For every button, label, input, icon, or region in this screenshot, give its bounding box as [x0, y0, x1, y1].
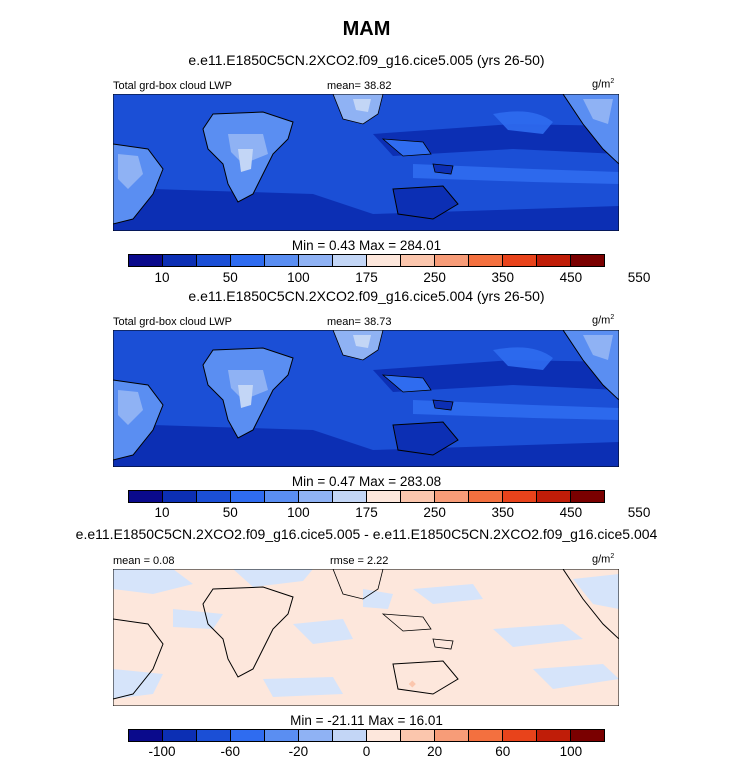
- panel2-title: e.e11.E1850C5CN.2XCO2.f09_g16.cice5.004 …: [188, 288, 545, 304]
- colorbar-tick-label: 550: [627, 505, 651, 520]
- panel1-units: g/m2: [592, 78, 615, 91]
- colorbar-tick-label: 350: [491, 505, 515, 520]
- colorbar-tick-label: 0: [362, 744, 371, 759]
- colorbar-swatch: [299, 730, 333, 741]
- colorbar-tick-label: 450: [559, 270, 583, 285]
- colorbar-tick-label: 100: [287, 505, 310, 520]
- colorbar-swatch: [333, 491, 367, 502]
- colorbar-swatch: [503, 730, 537, 741]
- colorbar-swatch: [367, 730, 401, 741]
- colorbar-swatch: [537, 255, 571, 266]
- colorbar-tick-label: 250: [423, 505, 446, 520]
- colorbar-swatch: [503, 491, 537, 502]
- panel3-units: g/m2: [592, 553, 615, 566]
- colorbar-swatch: [129, 730, 163, 741]
- colorbar-swatch: [401, 255, 435, 266]
- colorbar-swatch: [401, 730, 435, 741]
- colorbar-tick-label: 100: [559, 744, 583, 759]
- colorbar-swatch: [537, 730, 571, 741]
- panel3-rmse-label: rmse = 2.22: [330, 555, 389, 567]
- field-colorbar-1: [128, 254, 605, 267]
- colorbar-tick-label: 10: [154, 270, 170, 285]
- colorbar-tick-label: -100: [148, 744, 176, 759]
- colorbar-tick-label: 250: [423, 270, 446, 285]
- colorbar-tick-label: 100: [287, 270, 310, 285]
- colorbar-tick-label: 175: [355, 505, 378, 520]
- panel1-title: e.e11.E1850C5CN.2XCO2.f09_g16.cice5.005 …: [188, 52, 545, 68]
- panel1-minmax: Min = 0.43 Max = 284.01: [291, 238, 442, 253]
- panel3-map: [113, 569, 619, 706]
- colorbar-swatch: [469, 491, 503, 502]
- colorbar-swatch: [231, 491, 265, 502]
- colorbar-swatch: [333, 730, 367, 741]
- colorbar-swatch: [299, 255, 333, 266]
- colorbar-swatch: [163, 730, 197, 741]
- colorbar-tick-label: -60: [220, 744, 240, 759]
- colorbar-swatch: [231, 255, 265, 266]
- colorbar-swatch: [299, 491, 333, 502]
- field-colorbar-1-ticks: 10 50 100 175 250 350 450 550: [0, 270, 733, 288]
- colorbar-swatch: [367, 491, 401, 502]
- colorbar-swatch: [163, 491, 197, 502]
- colorbar-swatch: [333, 255, 367, 266]
- colorbar-swatch: [503, 255, 537, 266]
- colorbar-tick-label: 450: [559, 505, 583, 520]
- colorbar-swatch: [231, 730, 265, 741]
- panel2-units: g/m2: [592, 314, 615, 327]
- colorbar-swatch: [435, 491, 469, 502]
- panel1-map: [113, 94, 619, 231]
- colorbar-tick-label: 50: [222, 505, 238, 520]
- colorbar-swatch: [537, 491, 571, 502]
- panel3-africa-outline: [202, 586, 294, 678]
- colorbar-tick-label: 20: [427, 744, 443, 759]
- colorbar-tick-label: 550: [627, 270, 651, 285]
- panel2-minmax: Min = 0.47 Max = 283.08: [291, 474, 442, 489]
- diff-colorbar-ticks: -100 -60 -20 0 20 60 100: [0, 744, 733, 762]
- colorbar-swatch: [367, 255, 401, 266]
- colorbar-swatch: [197, 491, 231, 502]
- colorbar-swatch: [265, 730, 299, 741]
- colorbar-swatch: [129, 255, 163, 266]
- colorbar-tick-label: 10: [154, 505, 170, 520]
- colorbar-tick-label: 175: [355, 270, 378, 285]
- panel2-variable-label: Total grd-box cloud LWP: [113, 316, 233, 328]
- colorbar-swatch: [435, 255, 469, 266]
- colorbar-swatch: [469, 255, 503, 266]
- panel3-minmax: Min = -21.11 Max = 16.01: [290, 713, 443, 728]
- colorbar-swatch: [469, 730, 503, 741]
- figure-title: MAM: [342, 18, 391, 40]
- colorbar-swatch: [197, 730, 231, 741]
- panel1-variable-label: Total grd-box cloud LWP: [113, 80, 233, 92]
- panel1-mean-label: mean= 38.82: [327, 80, 392, 92]
- colorbar-swatch: [197, 255, 231, 266]
- colorbar-swatch: [571, 255, 604, 266]
- field-colorbar-2: [128, 490, 605, 503]
- colorbar-swatch: [265, 491, 299, 502]
- colorbar-swatch: [571, 491, 604, 502]
- colorbar-swatch: [571, 730, 604, 741]
- panel2-mean-label: mean= 38.73: [327, 316, 392, 328]
- colorbar-swatch: [435, 730, 469, 741]
- panel3-mean-label: mean = 0.08: [113, 555, 175, 567]
- panel3-title: e.e11.E1850C5CN.2XCO2.f09_g16.cice5.005 …: [75, 526, 658, 542]
- colorbar-swatch: [163, 255, 197, 266]
- panel2-map: [113, 330, 619, 467]
- colorbar-tick-label: 50: [222, 270, 238, 285]
- colorbar-swatch: [401, 491, 435, 502]
- colorbar-swatch: [129, 491, 163, 502]
- field-colorbar-2-ticks: 10 50 100 175 250 350 450 550: [0, 505, 733, 523]
- colorbar-tick-label: 350: [491, 270, 515, 285]
- colorbar-swatch: [265, 255, 299, 266]
- diff-colorbar: [128, 729, 605, 742]
- colorbar-tick-label: 60: [495, 744, 511, 759]
- colorbar-tick-label: -20: [288, 744, 309, 759]
